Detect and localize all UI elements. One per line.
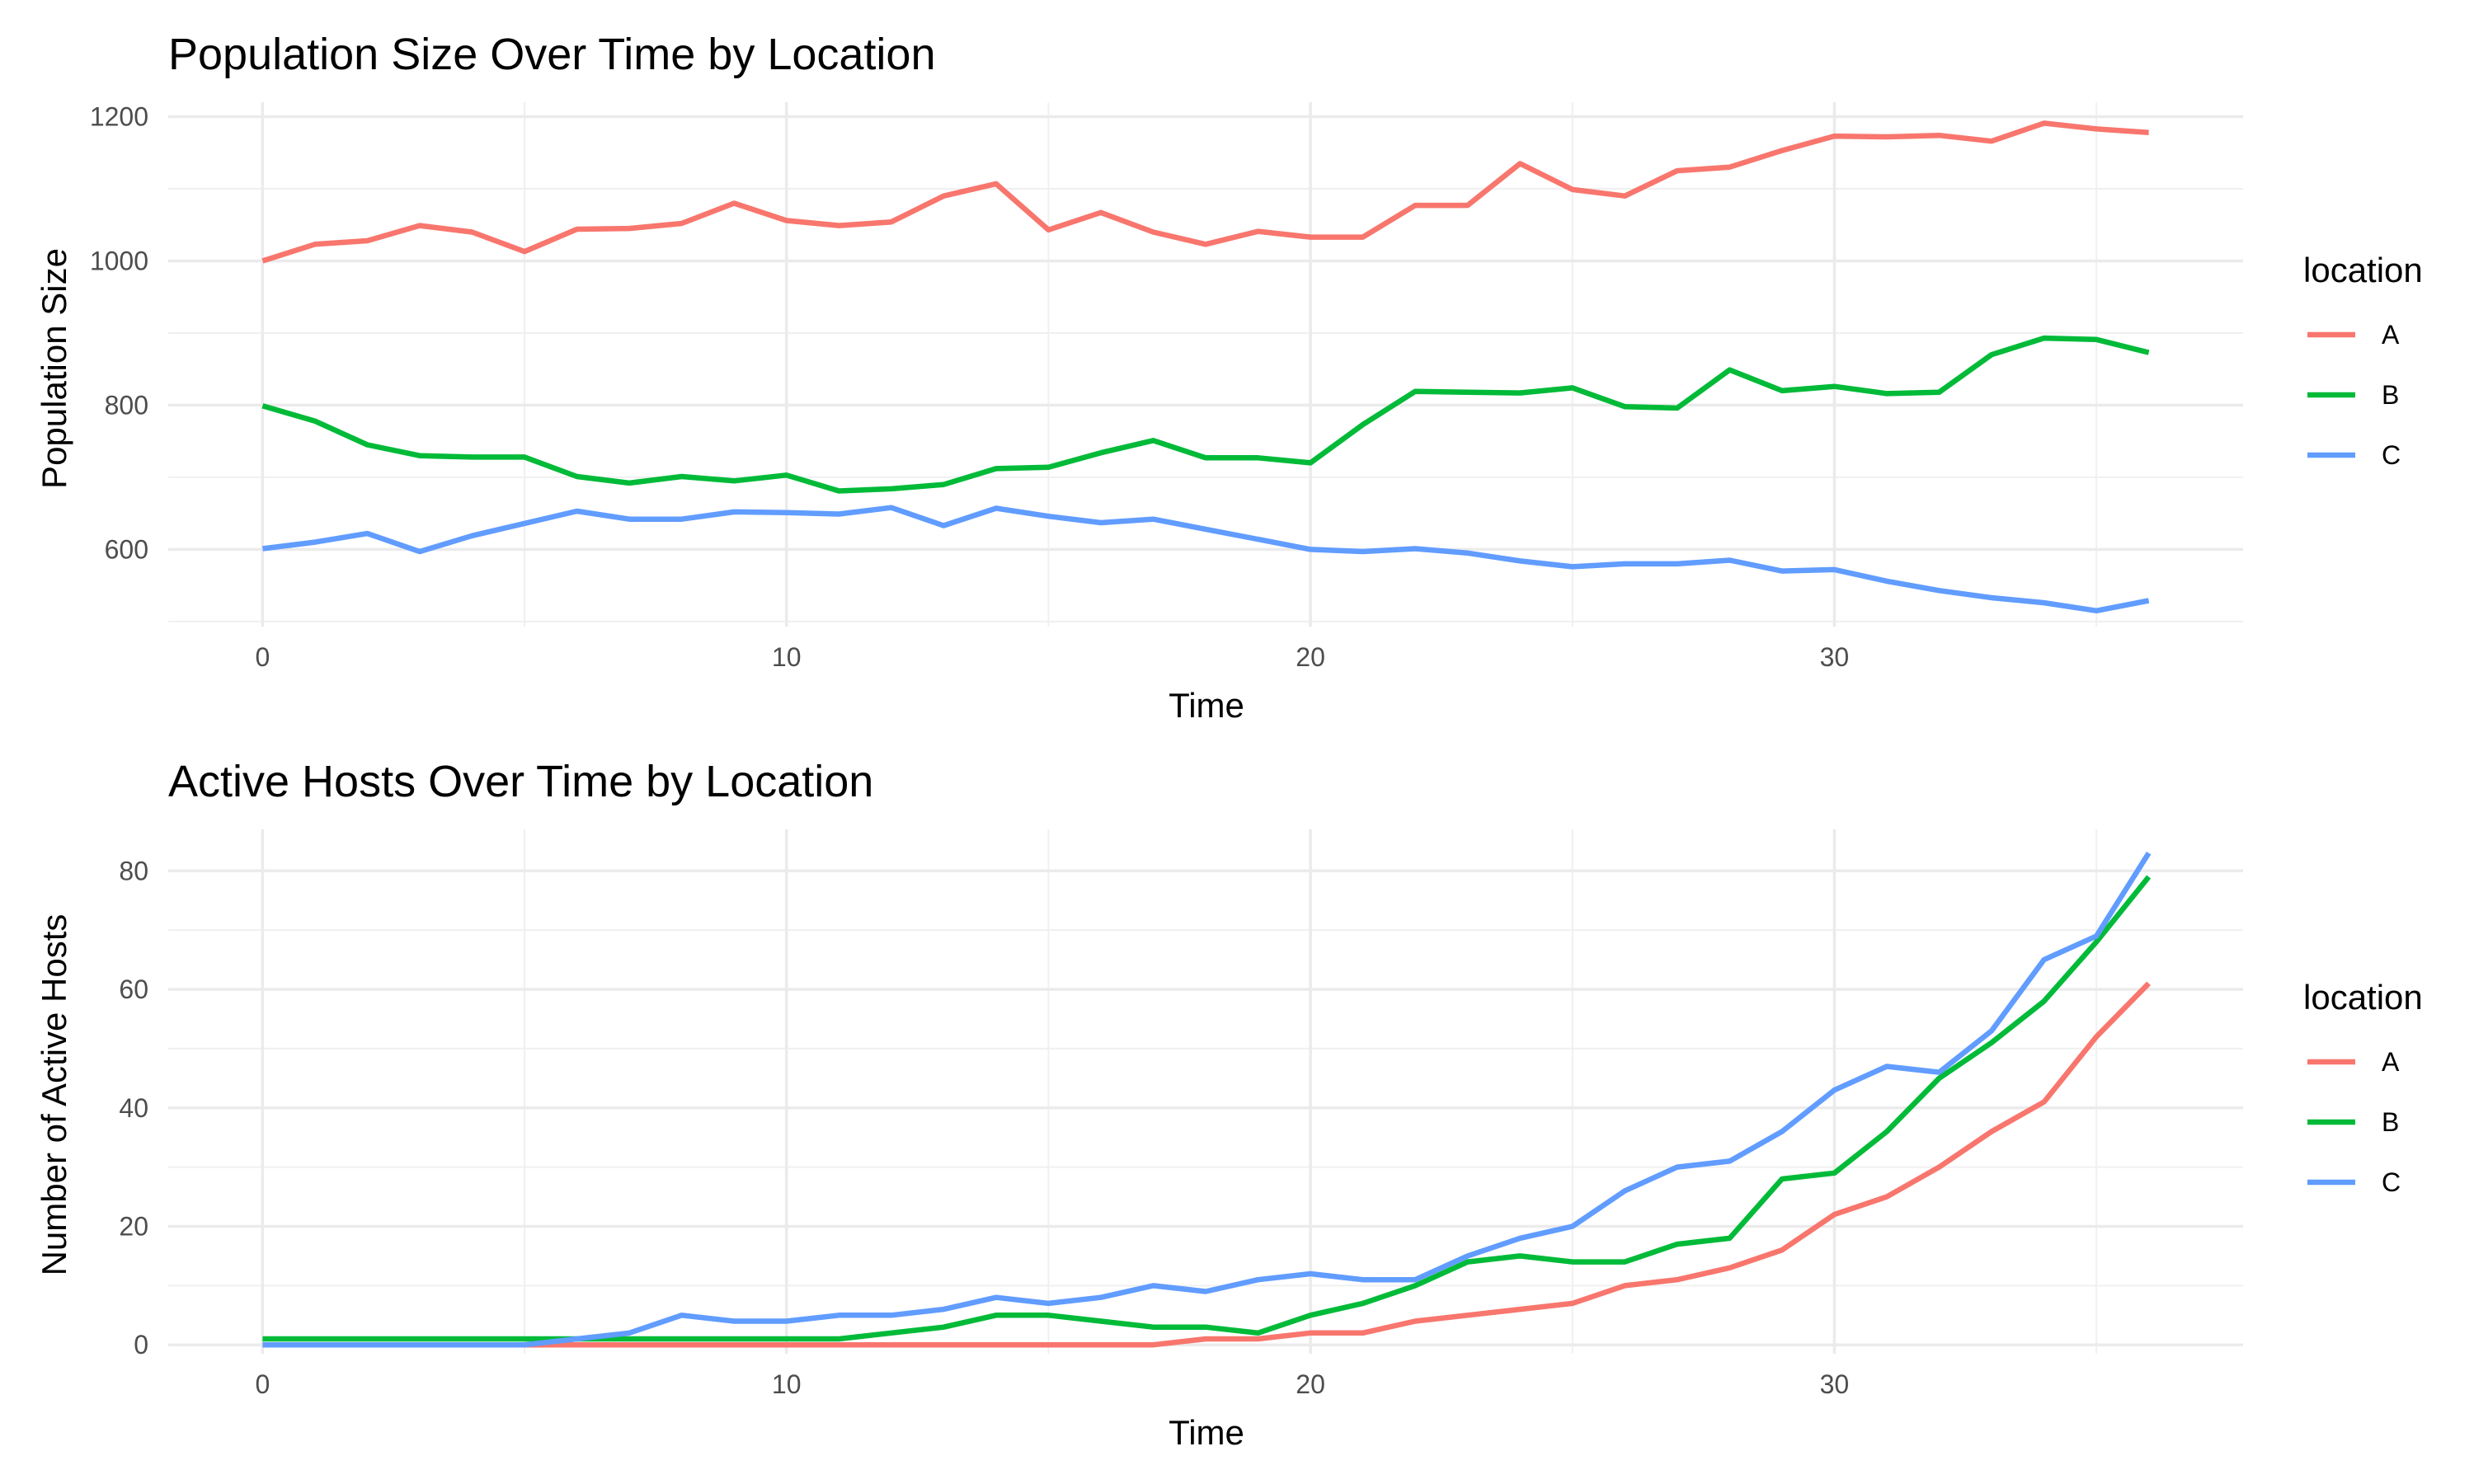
legend-label-c: C (2382, 1167, 2401, 1197)
population-chart-title: Population Size Over Time by Location (168, 30, 936, 79)
active-hosts-x-tick-label: 10 (772, 1369, 802, 1399)
population-legend-title: location (2303, 251, 2423, 289)
population-x-tick-label: 30 (1820, 642, 1850, 672)
legend-label-b: B (2382, 1107, 2399, 1137)
active-hosts-x-axis-title: Time (1169, 1413, 1244, 1452)
active-hosts-chart-title: Active Hosts Over Time by Location (168, 757, 873, 806)
population-y-tick-label: 800 (105, 390, 148, 420)
legend-label-b: B (2382, 380, 2399, 410)
population-x-tick-label: 10 (772, 642, 802, 672)
active-hosts-legend-title: location (2303, 978, 2423, 1017)
population-y-tick-label: 1000 (90, 246, 148, 275)
population-y-axis-title: Population Size (35, 248, 73, 489)
active-hosts-y-tick-label: 40 (119, 1093, 148, 1123)
legend-label-c: C (2382, 440, 2401, 470)
active-hosts-x-tick-label: 0 (255, 1369, 270, 1399)
active-hosts-y-tick-label: 0 (134, 1330, 148, 1360)
population-x-axis-title: Time (1169, 686, 1244, 725)
active-hosts-y-tick-label: 80 (119, 856, 148, 885)
active-hosts-y-tick-label: 20 (119, 1211, 148, 1241)
population-x-tick-label: 20 (1296, 642, 1325, 672)
population-y-tick-label: 600 (105, 534, 148, 564)
active-hosts-y-tick-label: 60 (119, 974, 148, 1004)
active-hosts-x-tick-label: 30 (1820, 1369, 1850, 1399)
legend-label-a: A (2382, 320, 2400, 350)
legend-label-a: A (2382, 1047, 2400, 1077)
active-hosts-x-tick-label: 20 (1296, 1369, 1325, 1399)
active-hosts-y-axis-title: Number of Active Hosts (35, 914, 73, 1276)
population-x-tick-label: 0 (255, 642, 270, 672)
population-y-tick-label: 1200 (90, 101, 148, 131)
